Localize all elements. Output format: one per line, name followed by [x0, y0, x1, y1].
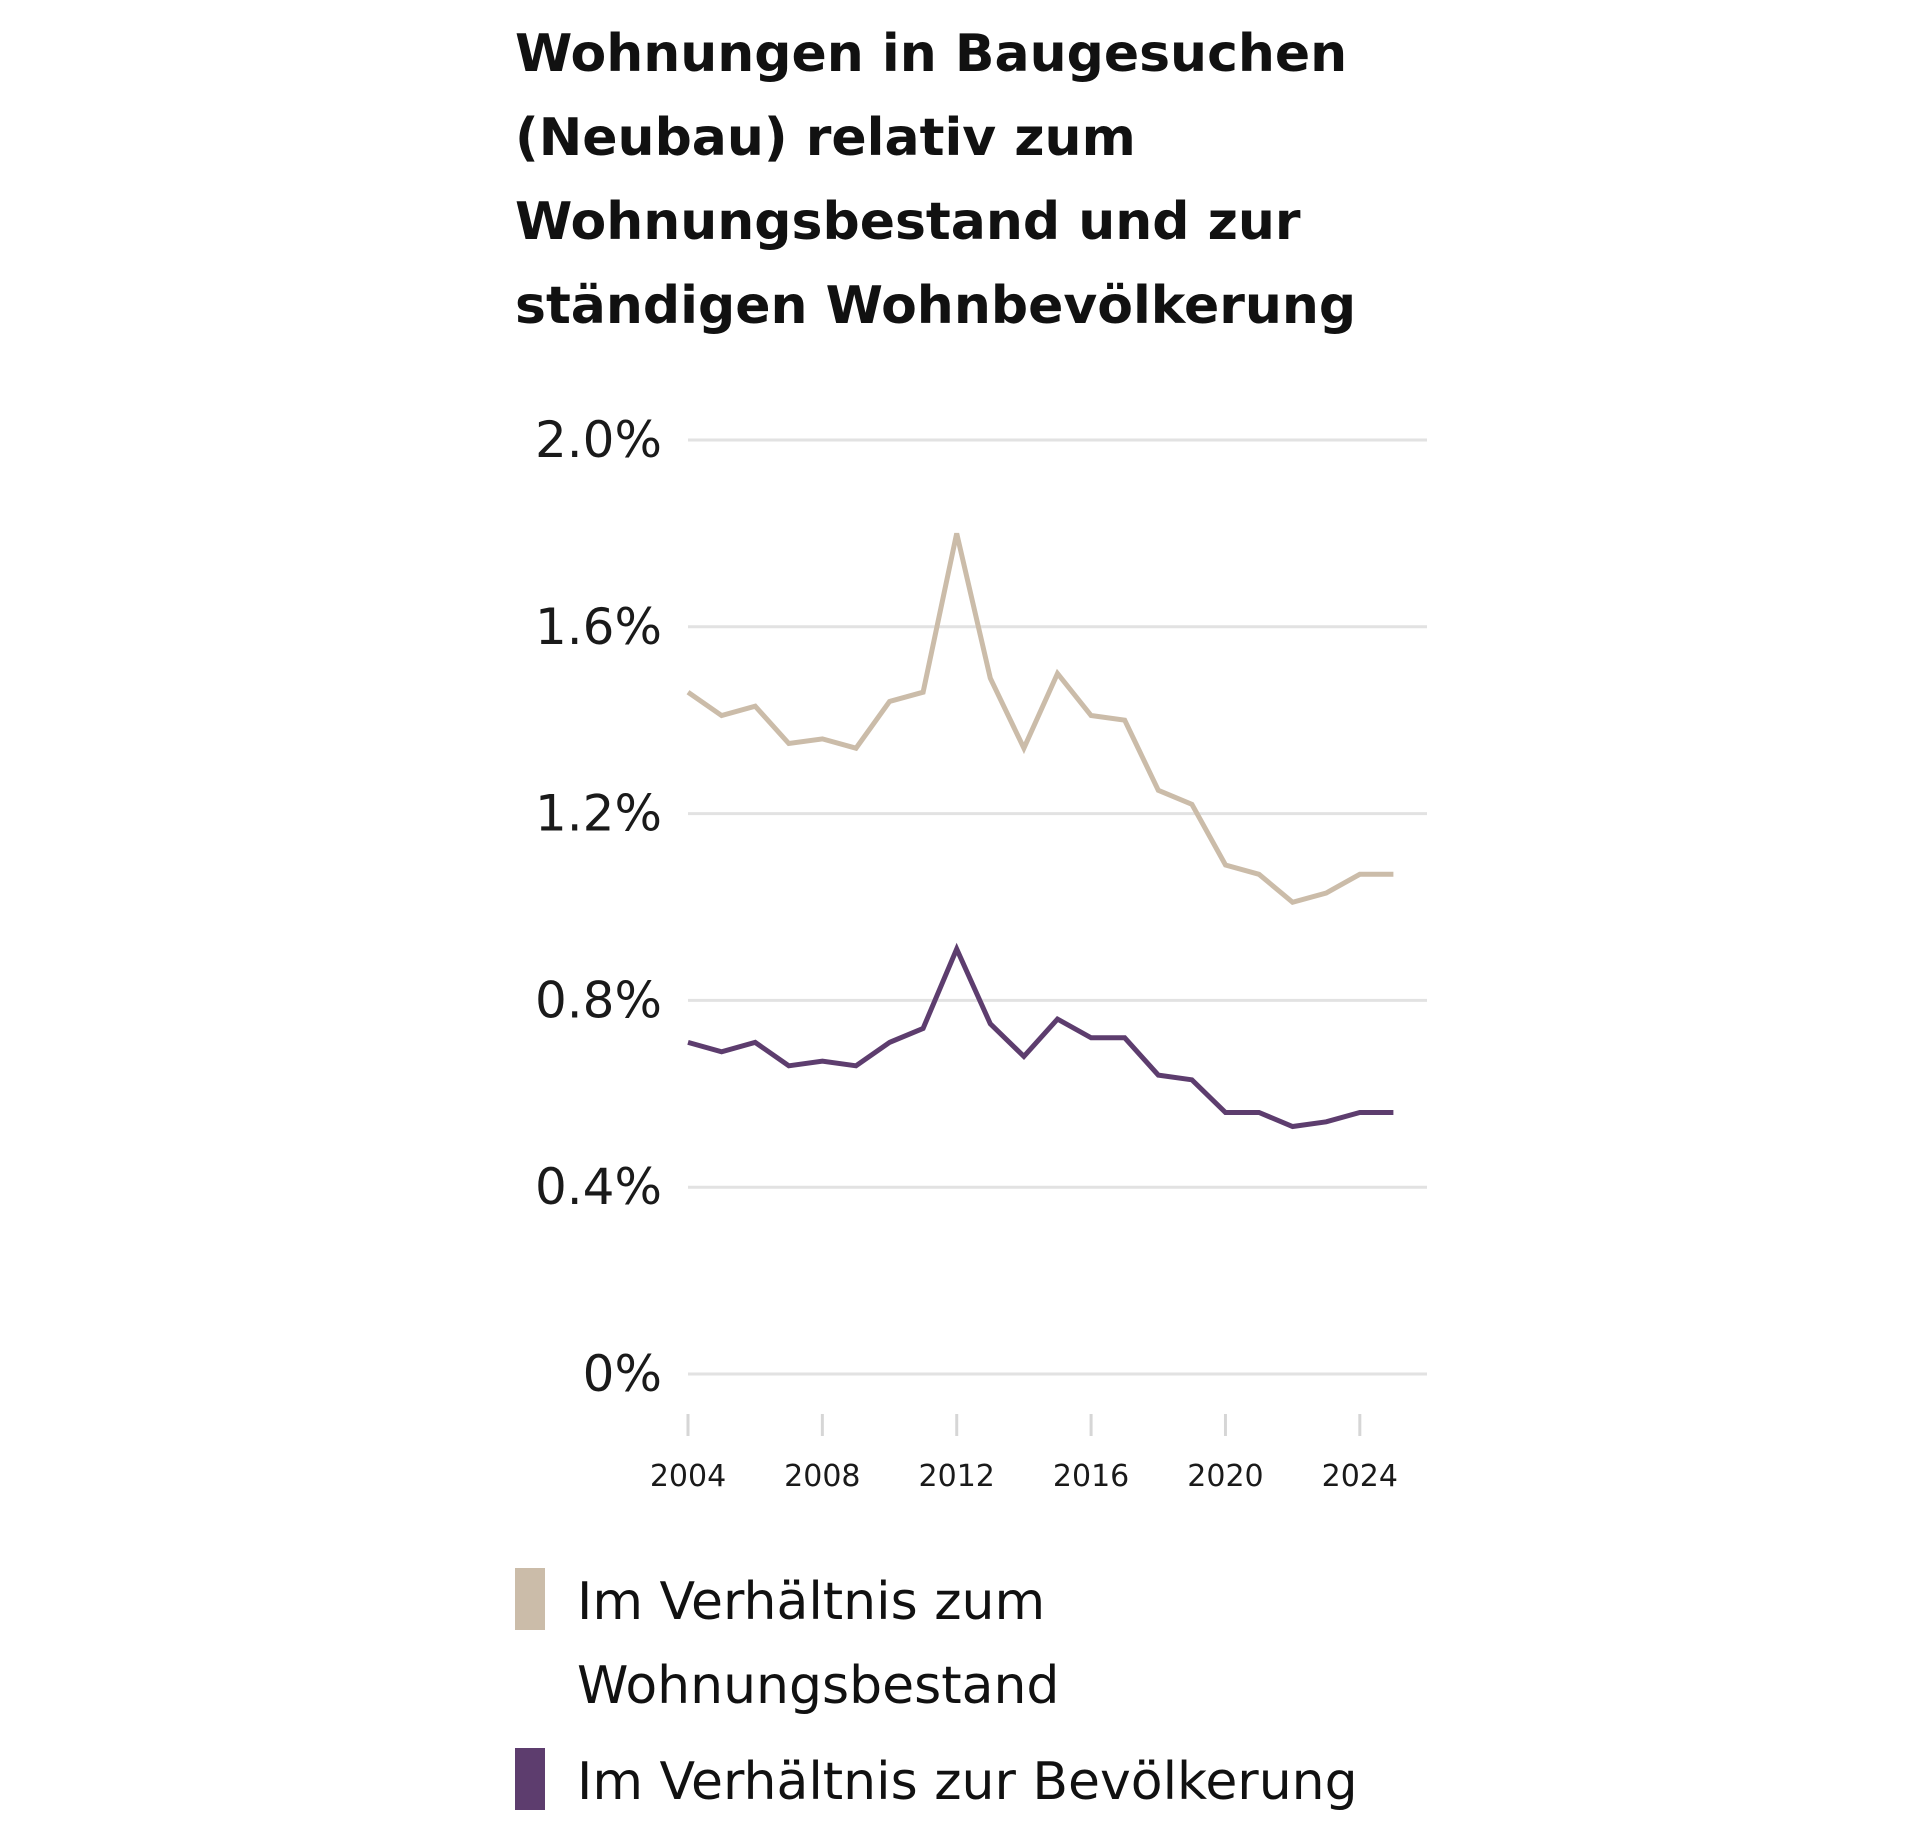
- x-tick-label-4: 2020: [1187, 1459, 1263, 1494]
- y-tick-label-0: 2.0%: [535, 411, 662, 469]
- y-axis-ticks: 2.0% 1.6% 1.2% 0.8% 0.4% 0%: [535, 411, 662, 1403]
- legend-label-bevoelkerung: Im Verhältnis zur Bevölkerung: [577, 1752, 1358, 1812]
- y-tick-label-5: 0%: [583, 1345, 662, 1403]
- x-axis-ticks: 2004 2008 2012 2016 2020 2024: [650, 1414, 1398, 1494]
- x-tick-label-1: 2008: [784, 1459, 860, 1494]
- legend-label-wohnungsbestand: Im Verhältnis zum Wohnungsbestand: [577, 1572, 1060, 1716]
- x-tick-label-2: 2012: [919, 1459, 995, 1494]
- legend: Im Verhältnis zum Wohnungsbestand Im Ver…: [515, 1560, 1415, 1836]
- legend-item-bevoelkerung: Im Verhältnis zur Bevölkerung: [515, 1740, 1415, 1824]
- legend-item-wohnungsbestand: Im Verhältnis zum Wohnungsbestand: [515, 1560, 1415, 1728]
- x-tick-label-5: 2024: [1322, 1459, 1398, 1494]
- line-chart: 2.0%1.6%1.2%0.8%0.4%0% 2004 2008 2012 2016 2…: [535, 411, 1427, 1494]
- x-tick-label-3: 2016: [1053, 1459, 1129, 1494]
- legend-swatch-wohnungsbestand: [515, 1568, 545, 1630]
- y-tick-label-4: 0.4%: [535, 1158, 662, 1216]
- legend-swatch-bevoelkerung: [515, 1748, 545, 1810]
- y-tick-label-2: 1.2%: [535, 785, 662, 843]
- gridlines: [688, 438, 1427, 1376]
- x-tick-label-0: 2004: [650, 1459, 726, 1494]
- chart-title: Wohnungen in Baugesuchen (Neubau) relati…: [515, 24, 1357, 336]
- series-line-0: [686, 532, 1394, 906]
- series-lines: [686, 532, 1394, 1130]
- y-tick-label-3: 0.8%: [535, 971, 662, 1029]
- y-tick-label-1: 1.6%: [535, 598, 662, 656]
- series-line-1: [687, 942, 1394, 1130]
